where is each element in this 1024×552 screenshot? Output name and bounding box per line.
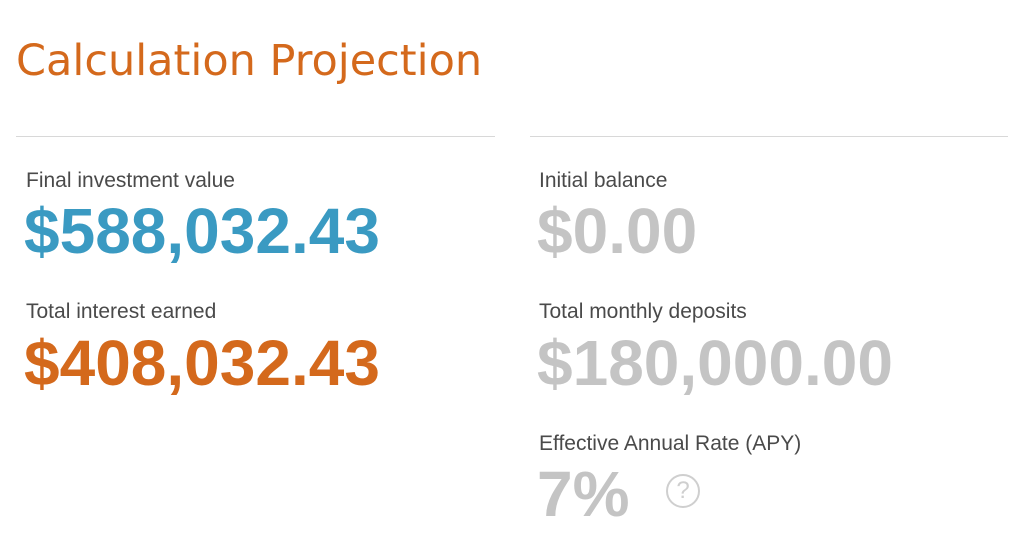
initial-balance-value: $0.00	[537, 195, 698, 267]
final-investment-label: Final investment value	[26, 169, 235, 192]
total-deposits-label: Total monthly deposits	[539, 300, 747, 323]
divider-left	[16, 136, 495, 137]
total-interest-value: $408,032.43	[24, 327, 380, 399]
final-investment-value: $588,032.43	[24, 195, 380, 267]
page-title: Calculation Projection	[16, 36, 483, 86]
question-circle-icon[interactable]: ?	[666, 474, 700, 508]
total-deposits-value: $180,000.00	[537, 327, 893, 399]
apy-value: 7%	[537, 458, 630, 530]
initial-balance-label: Initial balance	[539, 169, 668, 192]
divider-right	[530, 136, 1008, 137]
apy-label: Effective Annual Rate (APY)	[539, 432, 802, 455]
total-interest-label: Total interest earned	[26, 300, 217, 323]
